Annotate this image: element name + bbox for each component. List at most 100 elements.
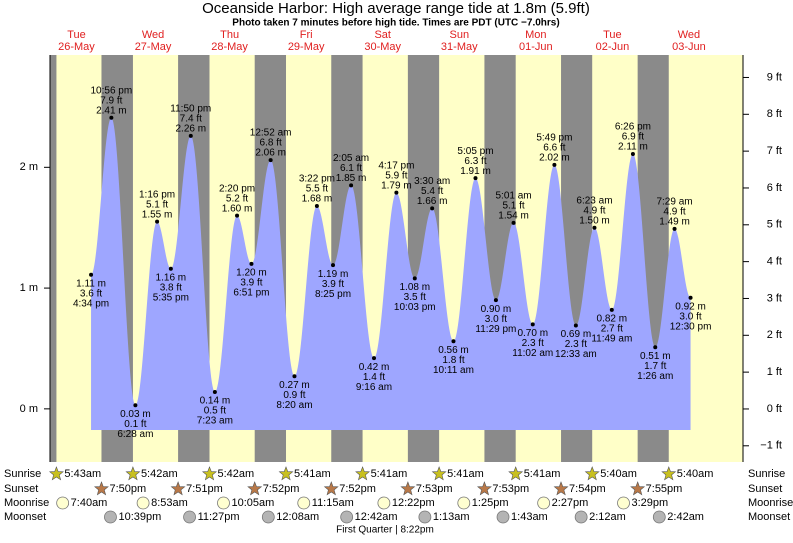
day-date: 27-May	[135, 41, 172, 53]
tide-label: 6:26 pm	[615, 122, 651, 133]
tide-point	[394, 190, 399, 195]
tide-label: 12:52 am	[250, 128, 292, 139]
tide-point	[188, 133, 193, 138]
day-name: Fri	[300, 29, 313, 41]
tide-label: 10:03 pm	[394, 302, 436, 313]
day-date: 03-Jun	[672, 41, 706, 53]
moon-icon	[217, 496, 230, 510]
tide-point	[473, 176, 478, 181]
sun-icon	[400, 481, 416, 496]
tide-label: 1.16 m	[156, 272, 187, 283]
day-name: Wed	[142, 29, 164, 41]
tide-label: 5.5 ft	[306, 184, 328, 195]
event-time: 12:08am	[276, 511, 319, 523]
tide-label: 3.0 ft	[679, 311, 701, 322]
tide-point	[249, 261, 254, 266]
moon-icon	[261, 510, 275, 524]
tide-label: 3:30 am	[414, 176, 450, 187]
sun-icon	[201, 466, 218, 481]
event-time: 1:13am	[433, 511, 470, 523]
moon-icon	[297, 496, 311, 510]
event-time: 11:27pm	[198, 511, 240, 523]
sun-icon	[125, 466, 141, 481]
tide-label: 2.02 m	[539, 153, 570, 164]
y2-tick-label: 6 ft	[767, 182, 782, 194]
tide-label: 0.9 ft	[283, 390, 305, 401]
tide-label: 3.9 ft	[322, 279, 344, 290]
day-date: 29-May	[288, 41, 325, 53]
tide-label: 5:01 am	[495, 191, 531, 202]
event-time: 7:53pm	[416, 483, 453, 495]
event-time: 1:43am	[511, 511, 548, 523]
tide-point	[372, 356, 377, 361]
tide-label: 0.51 m	[640, 351, 671, 362]
y-tick-label: 1 m	[20, 282, 38, 294]
tide-label: 1.66 m	[417, 196, 448, 207]
tide-label: 6:23 am	[576, 195, 612, 206]
moon-icon	[537, 496, 551, 510]
row-label: Sunrise	[4, 468, 41, 480]
tide-label: 0.70 m	[517, 328, 548, 339]
tide-label: 4:17 pm	[378, 160, 414, 171]
event-time: 7:50pm	[109, 483, 146, 495]
tide-label: 2:05 am	[333, 153, 369, 164]
tide-label: 6:28 am	[117, 429, 153, 440]
y2-tick-label: 8 ft	[767, 108, 782, 120]
event-time: 11:15am	[312, 497, 354, 509]
sun-icon	[553, 481, 569, 496]
tide-label: 1.68 m	[302, 194, 333, 205]
tide-point	[653, 345, 658, 350]
y2-tick-label: 3 ft	[767, 292, 782, 304]
tide-label: 1.91 m	[460, 166, 491, 177]
moon-icon	[418, 510, 432, 524]
tide-point	[511, 220, 516, 225]
event-time: 5:43am	[64, 468, 101, 480]
tide-label: 5.1 ft	[146, 199, 168, 210]
y2-tick-label: 5 ft	[767, 219, 782, 231]
tide-point	[292, 374, 297, 379]
event-time: 3:29pm	[632, 497, 669, 509]
tide-label: 1.4 ft	[363, 372, 385, 383]
chart-title: Oceanside Harbor: High average range tid…	[202, 0, 590, 17]
day-name: Tue	[603, 29, 622, 41]
event-time: 2:27pm	[552, 497, 589, 509]
day-name: Sun	[449, 29, 469, 41]
row-label: Sunset	[4, 483, 38, 495]
tide-label: 0.42 m	[359, 362, 390, 373]
moon-icon	[496, 510, 510, 524]
y2-tick-label: 2 ft	[767, 329, 782, 341]
tide-label: 2.26 m	[175, 124, 206, 135]
tide-point	[609, 307, 614, 312]
tide-label: 2.3 ft	[565, 339, 587, 350]
tide-label: 11:49 am	[591, 333, 632, 344]
sun-icon	[247, 481, 263, 496]
tide-label: 5.2 ft	[226, 193, 248, 204]
moon-icon	[574, 510, 588, 524]
day-name: Mon	[525, 29, 546, 41]
y2-tick-label: 4 ft	[767, 256, 782, 268]
tide-label: 5:05 pm	[457, 146, 493, 157]
tide-label: 1.19 m	[318, 269, 349, 280]
tide-point	[155, 219, 160, 224]
tide-point	[573, 323, 578, 328]
tide-label: 6.8 ft	[260, 138, 282, 149]
tide-label: 6.9 ft	[622, 132, 644, 143]
tide-label: 0.5 ft	[204, 406, 226, 417]
tide-point	[451, 339, 456, 344]
tide-point	[89, 272, 94, 277]
tide-point	[235, 213, 240, 218]
tide-label: 11:50 pm	[170, 104, 211, 115]
day-date: 30-May	[364, 41, 401, 53]
tide-label: 8:25 pm	[315, 289, 351, 300]
day-date: 01-Jun	[519, 41, 553, 53]
sun-icon	[508, 466, 524, 481]
tide-label: 10:11 am	[433, 365, 474, 376]
event-time: 5:41am	[524, 468, 561, 480]
tide-label: 0.56 m	[438, 345, 469, 356]
tide-label: 12:30 pm	[670, 321, 712, 332]
tide-label: 1:16 pm	[139, 189, 175, 200]
event-time: 2:42am	[667, 511, 704, 523]
sun-icon	[431, 466, 447, 481]
tide-point	[314, 203, 319, 208]
tide-label: 1.08 m	[399, 282, 430, 293]
